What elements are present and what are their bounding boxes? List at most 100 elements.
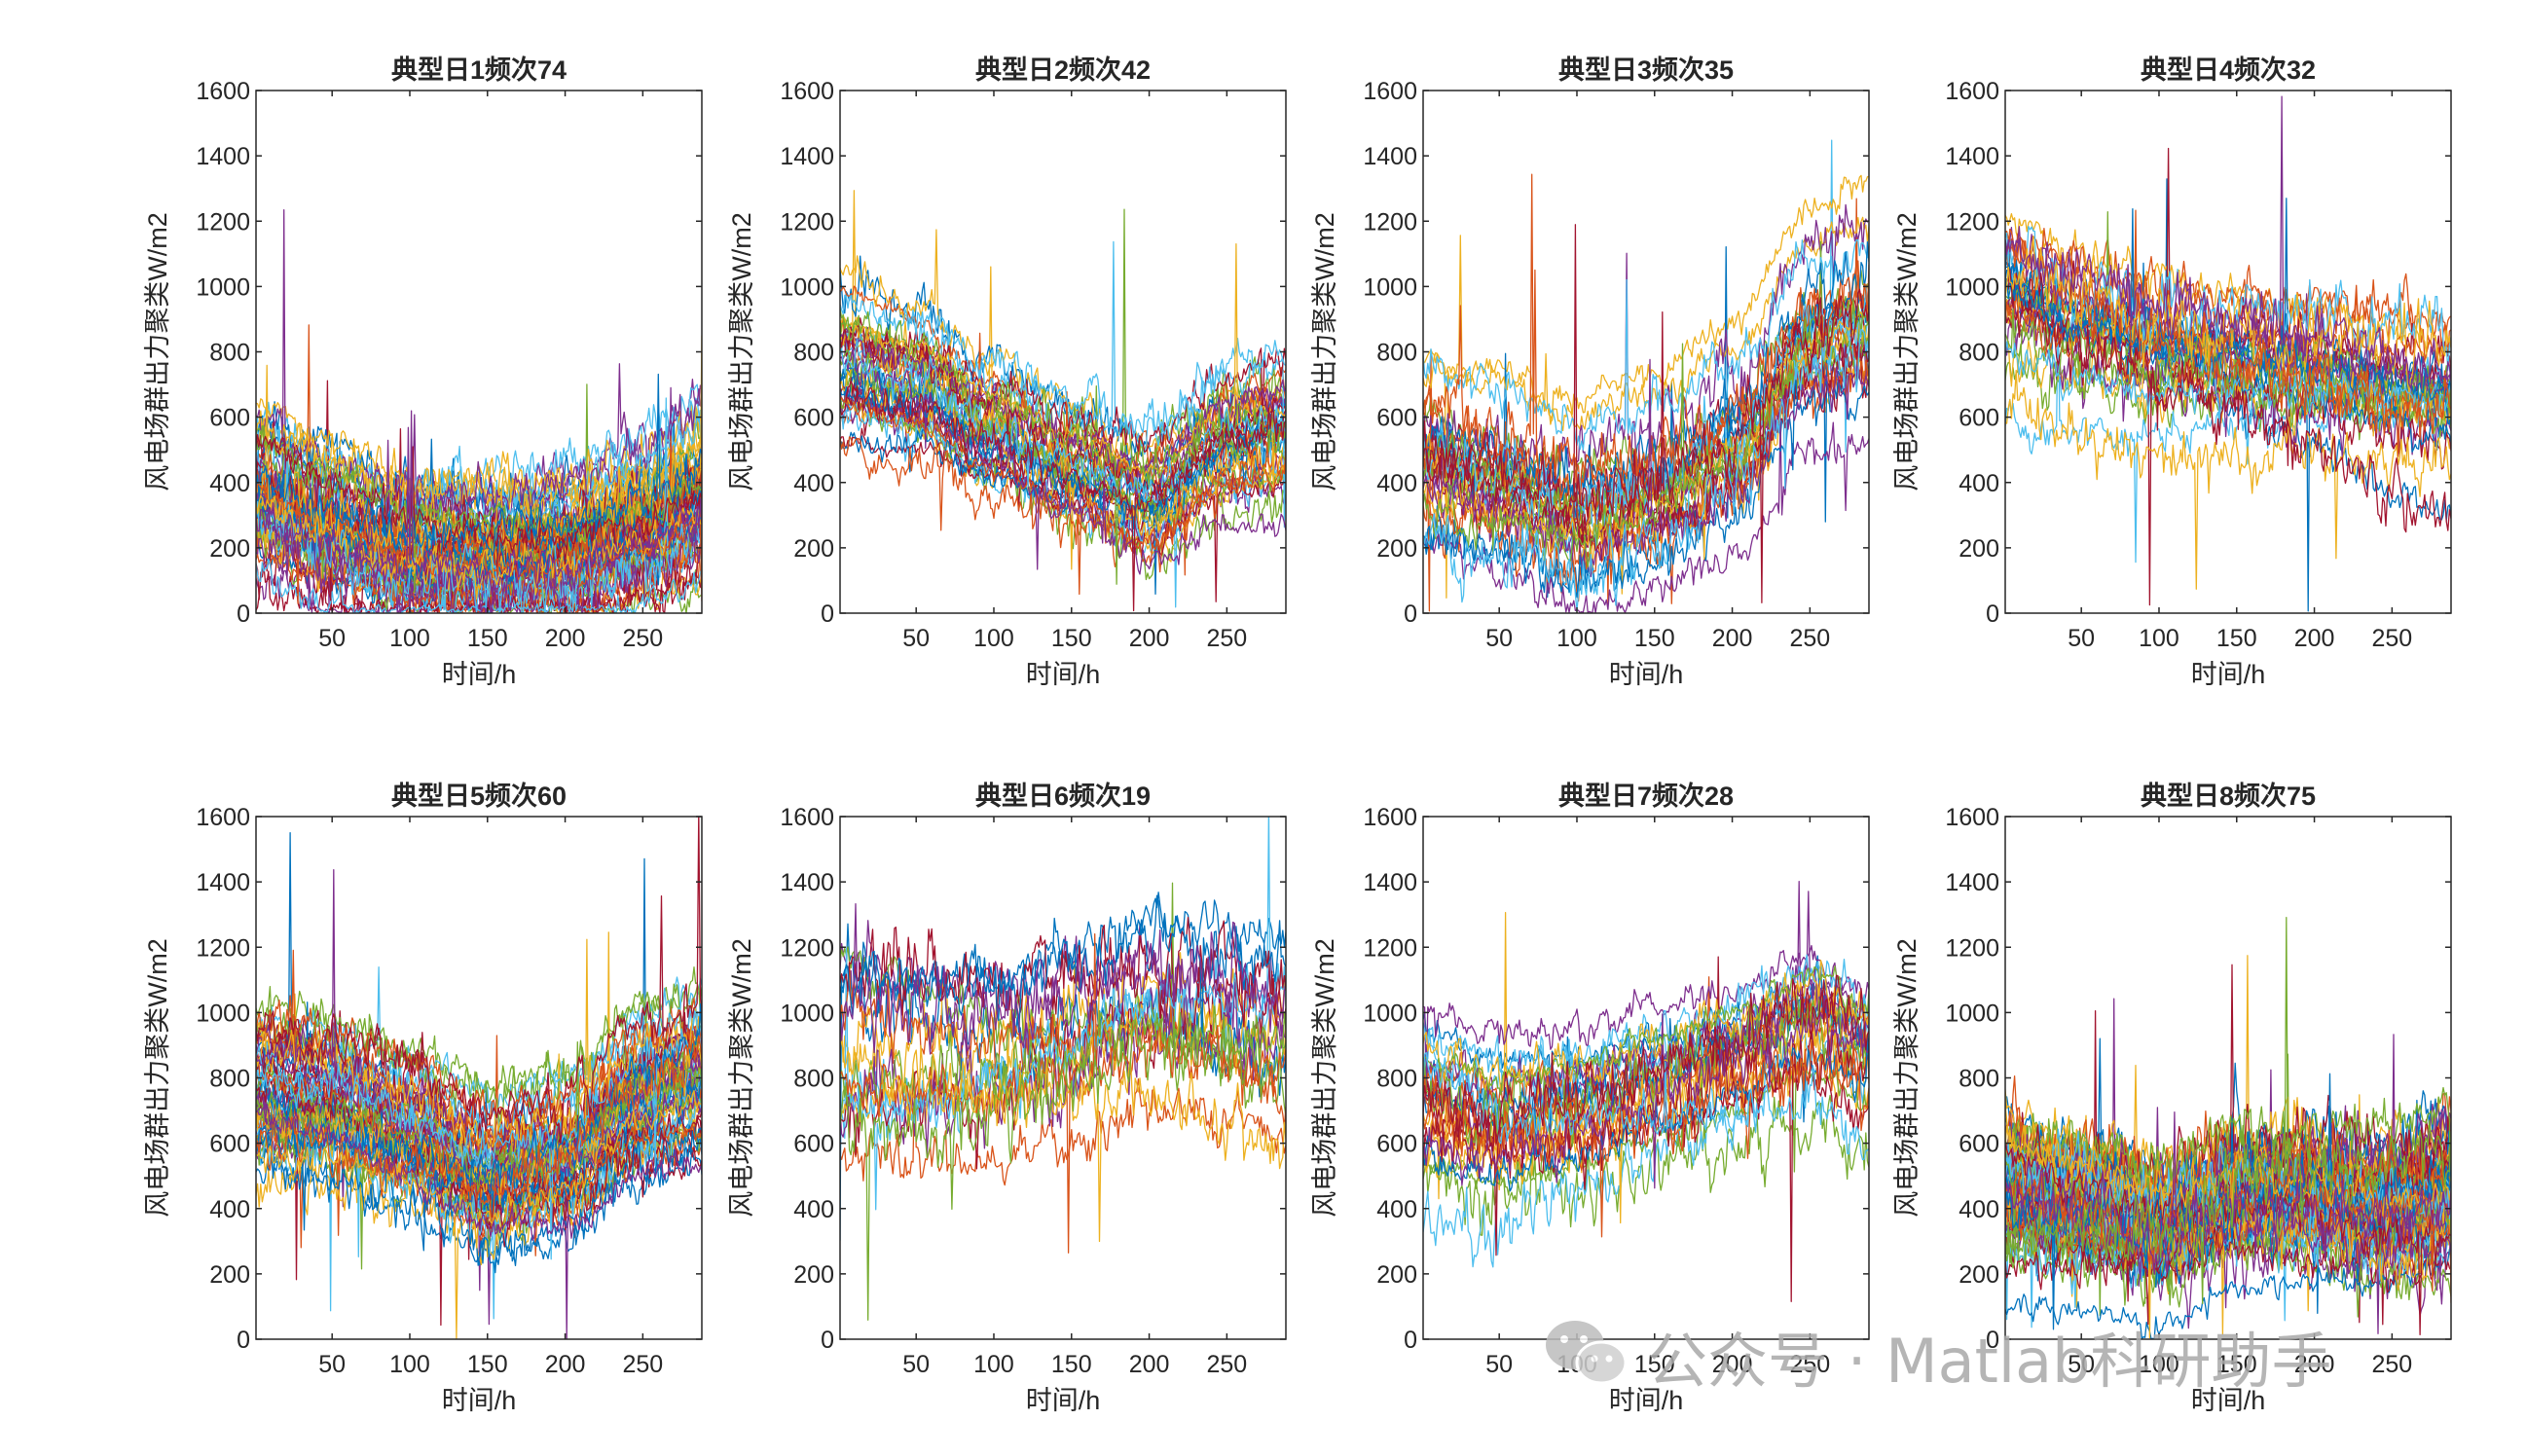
series-line <box>2005 277 2451 404</box>
x-tick-label: 50 <box>2068 625 2095 652</box>
y-tick-label: 1000 <box>196 273 250 301</box>
series-line <box>256 494 702 600</box>
x-tick-label: 100 <box>2139 625 2179 652</box>
series-line <box>256 1030 702 1232</box>
x-tick-label: 250 <box>1206 1351 1247 1378</box>
y-axis-label: 风电场群出力聚类W/m2 <box>143 938 172 1218</box>
y-tick-label: 1400 <box>1363 869 1417 896</box>
series-line <box>840 988 1286 1124</box>
x-tick-label: 200 <box>1712 1351 1753 1378</box>
series-line <box>840 357 1286 529</box>
y-tick-label: 0 <box>237 601 250 628</box>
x-axis-label: 时间/h <box>2191 660 2266 689</box>
series-line <box>1423 965 1869 1096</box>
series-group <box>2005 95 2451 612</box>
chart-title: 典型日5频次60 <box>391 782 567 811</box>
y-tick-label: 800 <box>209 1066 250 1093</box>
series-line <box>840 294 1286 438</box>
series-line <box>2005 1124 2451 1219</box>
x-tick-label: 200 <box>545 625 586 652</box>
x-tick-label: 200 <box>2294 625 2335 652</box>
series-line <box>1423 1034 1869 1192</box>
y-tick-label: 200 <box>209 535 250 563</box>
y-tick-label: 1600 <box>1363 78 1417 105</box>
x-tick-label: 150 <box>2216 1351 2257 1378</box>
y-axis-label: 风电场群出力聚类W/m2 <box>143 212 172 491</box>
y-tick-label: 1600 <box>780 804 834 831</box>
subplot-6: 0 200 400 600 800 1000 1200 1400 1600 50 100 150 200… <box>727 782 1287 1415</box>
series-line <box>1423 299 1869 568</box>
y-tick-label: 0 <box>1986 1327 1999 1354</box>
subplot-3: 0 200 400 600 800 1000 1200 1400 1600 50 100 150 200… <box>1310 55 1870 689</box>
series-line <box>256 489 702 613</box>
series-line <box>256 433 702 554</box>
x-tick-label: 250 <box>2371 1351 2412 1378</box>
y-tick-label: 800 <box>1959 1066 1999 1093</box>
y-tick-label: 1000 <box>196 1000 250 1027</box>
x-tick-label: 50 <box>902 625 930 652</box>
series-line <box>840 348 1286 575</box>
y-tick-label: 1400 <box>1363 143 1417 170</box>
series-line <box>256 1103 702 1241</box>
chart-title: 典型日6频次19 <box>975 782 1151 811</box>
chart-title: 典型日3频次35 <box>1558 55 1734 85</box>
x-tick-label: 150 <box>2216 625 2257 652</box>
x-axis-label: 时间/h <box>442 660 517 689</box>
series-line <box>256 1089 702 1249</box>
series-line <box>840 391 1286 596</box>
y-tick-label: 600 <box>793 405 834 432</box>
x-axis-label: 时间/h <box>442 1386 517 1415</box>
y-tick-label: 0 <box>237 1327 250 1354</box>
y-axis-label: 风电场群出力聚类W/m2 <box>727 938 756 1218</box>
x-tick-label: 250 <box>1789 625 1830 652</box>
series-line <box>840 961 1286 1128</box>
x-tick-label: 50 <box>318 1351 346 1378</box>
series-line <box>2005 95 2451 389</box>
series-group <box>1423 881 1869 1302</box>
y-tick-label: 400 <box>1959 470 1999 497</box>
x-tick-label: 250 <box>622 625 663 652</box>
y-tick-label: 1200 <box>1363 208 1417 236</box>
x-tick-label: 250 <box>622 1351 663 1378</box>
y-tick-label: 600 <box>1959 1131 1999 1158</box>
series-group <box>1423 139 1869 613</box>
y-tick-label: 1400 <box>196 143 250 170</box>
series-line <box>840 308 1286 585</box>
series-line <box>256 995 702 1136</box>
y-tick-label: 1400 <box>780 869 834 896</box>
y-tick-label: 1000 <box>1363 273 1417 301</box>
y-tick-label: 1400 <box>780 143 834 170</box>
y-tick-label: 1000 <box>1945 1000 1999 1027</box>
series-line <box>840 349 1286 521</box>
series-line <box>2005 369 2451 590</box>
y-tick-label: 400 <box>1959 1196 1999 1223</box>
series-line <box>256 1010 702 1260</box>
series-line <box>2005 228 2451 457</box>
series-line <box>840 317 1286 454</box>
x-axis-label: 时间/h <box>1609 660 1684 689</box>
series-line <box>256 410 702 597</box>
chart-title: 典型日1频次74 <box>391 55 567 85</box>
chart-title: 典型日8频次75 <box>2141 782 2316 811</box>
x-tick-label: 50 <box>1485 1351 1513 1378</box>
x-tick-label: 150 <box>467 625 508 652</box>
y-tick-label: 200 <box>1959 535 1999 563</box>
series-line <box>2005 1155 2451 1263</box>
x-tick-label: 100 <box>973 625 1014 652</box>
y-tick-label: 1400 <box>1945 869 1999 896</box>
y-tick-label: 800 <box>1959 340 1999 367</box>
subplot-2: 0 200 400 600 800 1000 1200 1400 1600 50 100 150 200… <box>727 55 1287 689</box>
x-tick-label: 100 <box>2139 1351 2179 1378</box>
series-line <box>840 229 1286 455</box>
series-line <box>256 986 702 1102</box>
series-line <box>1423 238 1869 451</box>
y-tick-label: 1000 <box>1363 1000 1417 1027</box>
x-tick-label: 200 <box>2294 1351 2335 1378</box>
series-line <box>256 817 702 1146</box>
series-line <box>256 1065 702 1195</box>
x-tick-label: 100 <box>389 1351 430 1378</box>
x-tick-label: 50 <box>1485 625 1513 652</box>
subplot-8: 0 200 400 600 800 1000 1200 1400 1600 50 100 150 200… <box>1892 782 2452 1415</box>
watermark: 公众号 · Matlab科研助手 <box>1546 1321 2332 1397</box>
